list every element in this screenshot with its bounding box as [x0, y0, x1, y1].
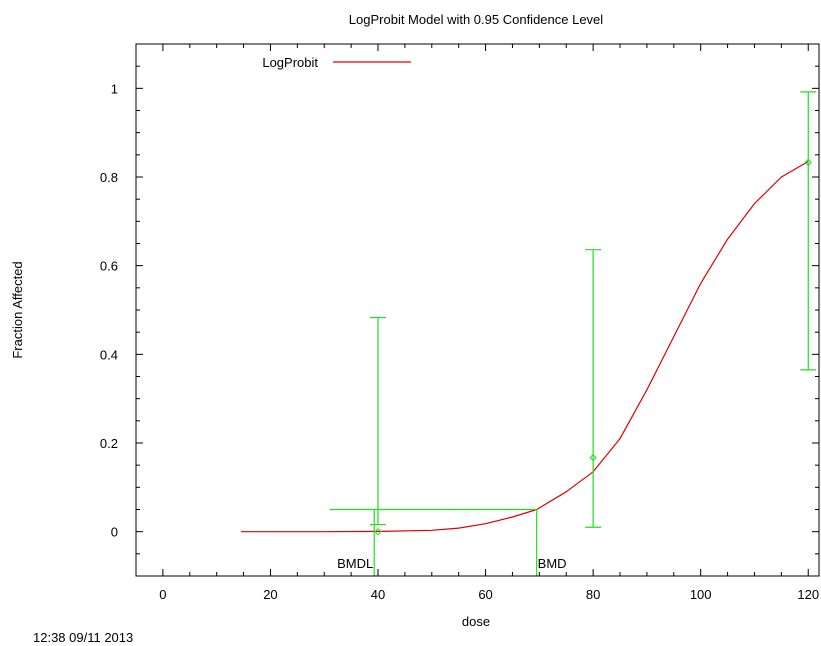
- y-tick-label: 0: [111, 525, 118, 540]
- x-tick-label: 60: [478, 587, 492, 602]
- y-tick-label: 0.6: [100, 259, 118, 274]
- y-tick-label: 0.8: [100, 170, 118, 185]
- x-tick-label: 100: [690, 587, 712, 602]
- y-tick-label: 0.4: [100, 347, 118, 362]
- y-tick-label: 1: [111, 81, 118, 96]
- bmdl-label: BMDL: [337, 556, 373, 571]
- plot-area: 0 20 40 60 80 100 120 0 0.2 0.4 0.6 0.8 1 BMDL BMD LogP…: [100, 43, 819, 602]
- timestamp: 12:38 09/11 2013: [33, 630, 133, 645]
- chart-title: LogProbit Model with 0.95 Confidence Lev…: [349, 12, 603, 27]
- x-tick-label: 0: [159, 587, 166, 602]
- data-point: [374, 527, 382, 536]
- x-tick-label: 20: [263, 587, 277, 602]
- y-axis-label: Fraction Affected: [10, 261, 25, 358]
- series-line-logprobit: [240, 160, 809, 533]
- data-point: [589, 453, 597, 462]
- plot-frame: [135, 43, 820, 577]
- x-axis-label: dose: [462, 614, 490, 629]
- y-tick-label: 0.2: [100, 436, 118, 451]
- x-tick-label: 120: [797, 587, 819, 602]
- x-tick-label: 80: [586, 587, 600, 602]
- bmd-label: BMD: [538, 556, 567, 571]
- x-tick-label: 40: [371, 587, 385, 602]
- legend-label: LogProbit: [262, 55, 318, 70]
- data-point: [804, 158, 812, 167]
